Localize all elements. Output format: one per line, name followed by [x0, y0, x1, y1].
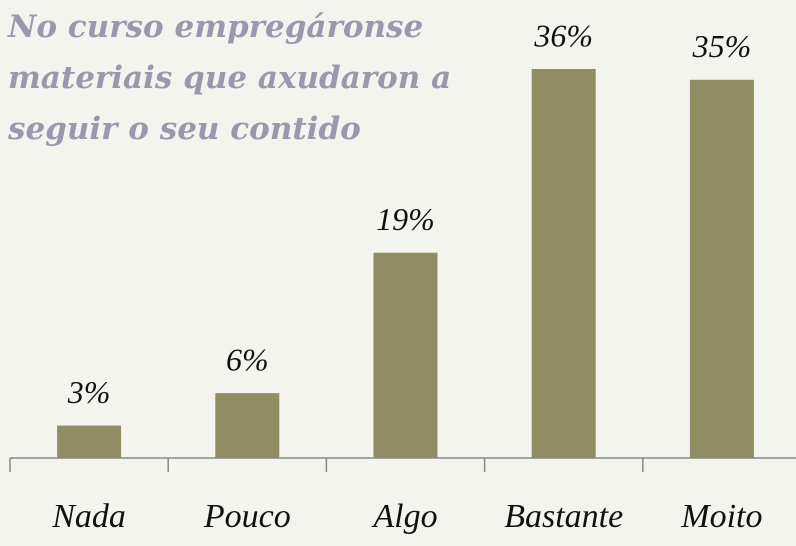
- x-tick-label: Pouco: [203, 498, 291, 535]
- x-tick-label: Algo: [371, 498, 437, 535]
- bar: [373, 252, 438, 458]
- value-label: 35%: [692, 28, 752, 64]
- value-label: 19%: [376, 201, 435, 237]
- bar: [689, 79, 754, 459]
- x-tick-label: Moito: [680, 498, 762, 535]
- x-tick-label: Nada: [51, 498, 126, 535]
- x-tick-label: Bastante: [504, 498, 623, 535]
- value-label: 3%: [67, 374, 111, 410]
- value-label: 36%: [533, 17, 593, 53]
- bar: [531, 69, 596, 458]
- bar: [215, 393, 280, 458]
- bar: [57, 425, 122, 458]
- value-label: 6%: [226, 342, 269, 378]
- chart-title: No curso empregáronse materiais que axud…: [8, 9, 452, 147]
